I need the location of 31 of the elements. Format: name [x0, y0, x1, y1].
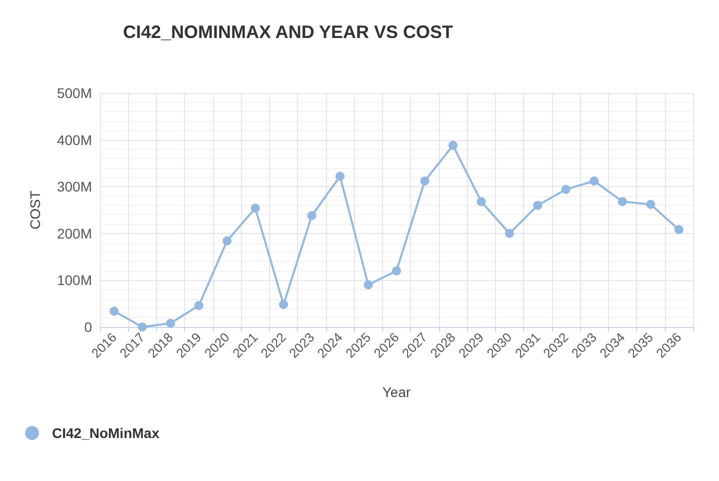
point	[279, 300, 288, 310]
point	[448, 140, 458, 150]
point	[561, 184, 570, 194]
point	[533, 200, 542, 210]
point	[166, 318, 176, 328]
y-tick-label: 300M	[56, 178, 92, 195]
point	[194, 300, 204, 310]
point	[250, 204, 260, 213]
y-tick-label: 500M	[56, 85, 92, 101]
point	[307, 211, 316, 220]
y-tick-label: 0	[84, 319, 92, 335]
point	[222, 236, 232, 246]
x-axis-title: Year	[382, 384, 411, 400]
point	[420, 176, 430, 186]
chart-title: CI42_NOMINMAX AND YEAR VS COST	[122, 22, 454, 42]
y-tick-label: 200M	[56, 225, 92, 242]
y-tick-label: 100M	[56, 272, 92, 288]
y-axis-title: COST	[27, 190, 43, 230]
point	[392, 266, 401, 276]
y-tick-label: 400M	[56, 132, 92, 148]
point	[476, 197, 486, 206]
point	[618, 197, 627, 206]
point	[336, 172, 345, 181]
point	[138, 322, 147, 332]
point	[110, 306, 119, 316]
point	[590, 176, 599, 186]
point	[646, 200, 656, 209]
point	[504, 228, 514, 238]
legend-label: CI42_NoMinMax	[52, 425, 160, 441]
point	[674, 225, 684, 234]
point	[364, 280, 373, 290]
